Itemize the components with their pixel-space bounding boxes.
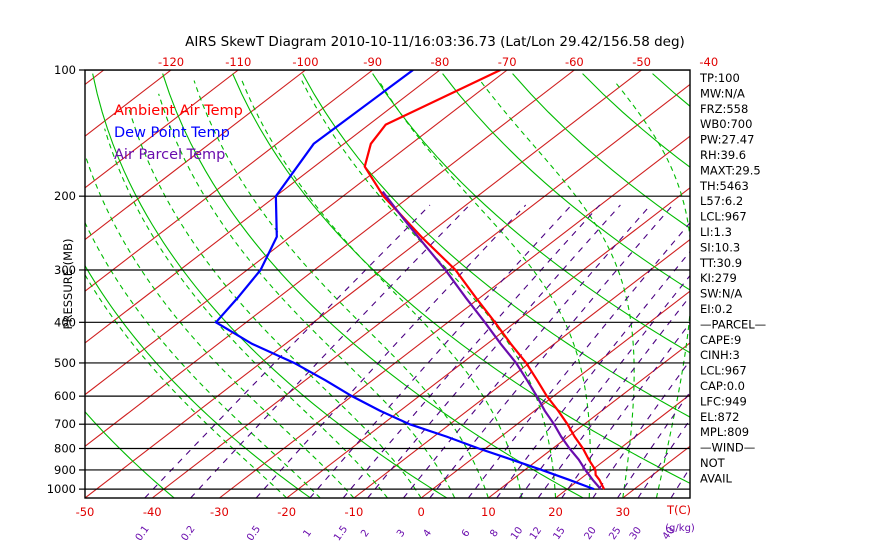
top-temp-tick-label: -70 [498,55,517,69]
index-line: AVAIL [700,471,733,485]
y-axis-label: PRESSURE (MB) [61,239,75,330]
legend: Ambient Air Temp Dew Point Temp Air Parcel… [114,103,243,163]
index-line: L57:6.2 [700,194,743,208]
legend-item-2: Air Parcel Temp [114,147,225,163]
legend-item-1: Dew Point Temp [114,125,230,141]
pressure-tick-label: 200 [54,189,76,203]
pressure-tick-label: 700 [54,417,76,431]
x-axis-label-mixing: (g/kg) [665,523,695,534]
index-line: TP:100 [699,71,740,85]
index-line: EL:872 [700,410,740,424]
top-temp-tick-label: -50 [632,55,651,69]
mixing-ratio-tick-label: 2 [359,528,372,540]
top-temp-tick-label: -80 [431,55,450,69]
isotherm-lines [85,70,690,498]
pressure-tick-label: 300 [54,263,76,277]
index-line: EI:0.2 [700,302,733,316]
pressure-tick-label: 800 [54,442,76,456]
index-line: NOT [700,456,726,470]
index-line: CAP:0.0 [700,379,745,393]
sounding-curves [214,70,606,491]
index-line: MW:N/A [700,86,745,100]
index-line: —PARCEL— [700,317,766,331]
index-line: RH:39.6 [700,148,746,162]
top-temp-tick-label: -100 [292,55,318,69]
index-line: MPL:809 [700,425,749,439]
bottom-temp-tick-label: 20 [548,505,563,519]
index-line: WB0:700 [700,117,752,131]
index-line: CAPE:9 [700,333,741,347]
bottom-temp-tick-label: -50 [76,505,95,519]
index-line: MAXT:29.5 [700,163,761,177]
bottom-temp-tick-label: 30 [615,505,630,519]
index-line: SI:10.3 [700,240,740,254]
pressure-tick-label: 900 [54,463,76,477]
top-temp-tick-label: -90 [363,55,382,69]
index-line: PW:27.47 [700,133,754,147]
top-temperature-axis: -120 -110 -100 -90 -80 -70 -60 -50 -40 [158,55,718,69]
index-line: FRZ:558 [700,102,748,116]
bottom-temp-tick-label: 10 [481,505,496,519]
pressure-tick-label: 1000 [47,482,76,496]
bottom-temp-tick-label: 0 [417,505,424,519]
pressure-tick-label: 600 [54,389,76,403]
index-line: LCL:967 [700,210,747,224]
index-line: LI:1.3 [700,225,732,239]
bottom-temp-tick-label: -10 [344,505,363,519]
pressure-tick-label: 500 [54,356,76,370]
mixing-ratio-tick-label: 1 [301,528,314,540]
index-line: —WIND— [700,441,755,455]
legend-item-0: Ambient Air Temp [114,103,243,119]
top-temp-tick-label: -60 [565,55,584,69]
top-temp-tick-label: -110 [225,55,251,69]
index-line: SW:N/A [700,287,742,301]
mixing-ratio-tick-label: 8 [488,528,501,540]
mixing-ratio-tick-label: 4 [421,528,434,540]
page-title: AIRS SkewT Diagram 2010-10-11/16:03:36.7… [185,34,685,50]
index-line: LCL:967 [700,364,747,378]
bottom-temp-tick-label: -20 [277,505,296,519]
bottom-temperature-axis: -50 -40 -30 -20 -10 0 10 20 30 [76,505,630,519]
bottom-temp-tick-label: -30 [210,505,229,519]
mixing-ratio-tick-label: 3 [395,528,408,540]
index-line: TH:5463 [699,179,749,193]
pressure-tick-label: 400 [54,315,76,329]
isobar-lines [85,70,690,490]
index-line: CINH:3 [700,348,740,362]
mixing-ratio-tick-label: 6 [460,528,473,540]
index-line: KI:279 [700,271,737,285]
plot-frame [84,69,691,499]
x-axis-label-temp: T(C) [666,503,691,517]
top-temp-tick-label: -40 [699,55,718,69]
pressure-tick-label: 100 [54,63,76,77]
index-line: TT:30.9 [699,256,742,270]
index-line: LFC:949 [700,394,747,408]
bottom-temp-tick-label: -40 [143,505,162,519]
top-temp-tick-label: -120 [158,55,184,69]
pressure-axis: 100 200 300 400 500 600 700 800 900 1000 [47,63,85,496]
mixing-ratio-lines [144,204,690,498]
